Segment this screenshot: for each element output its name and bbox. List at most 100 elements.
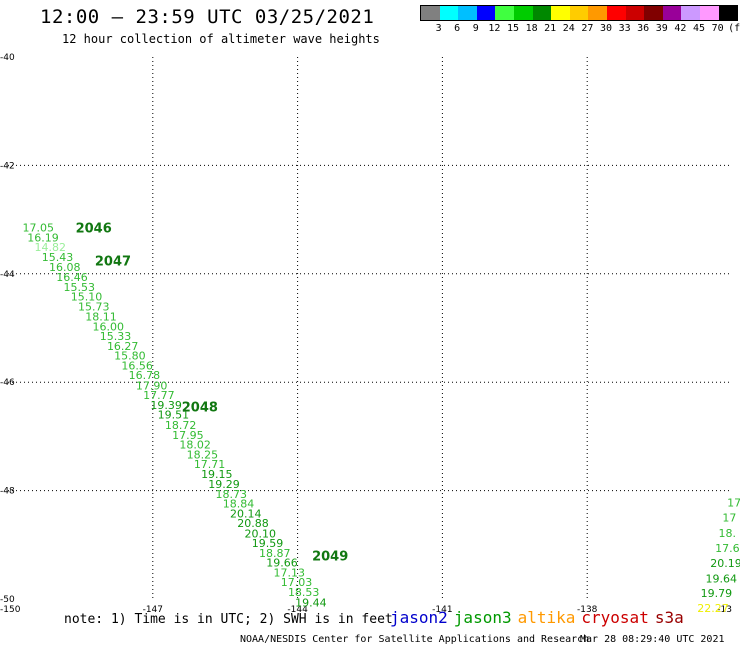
x-tick-label: -13 <box>717 605 732 615</box>
legend-label: 45 <box>692 23 706 34</box>
legend-label: 15 <box>506 23 520 34</box>
legend-swatch <box>644 6 663 20</box>
legend-swatch <box>588 6 607 20</box>
data-point-label: 19.64 <box>705 572 737 585</box>
y-tick-label: -40 <box>0 53 15 63</box>
y-tick-label: -44 <box>0 270 15 280</box>
data-point-label: 19.44 <box>295 596 327 609</box>
data-point-label: 15.80 <box>114 350 146 363</box>
data-point-label: 17.95 <box>172 429 204 442</box>
legend-swatch <box>439 6 459 20</box>
legend-swatch <box>625 6 645 20</box>
x-tick-label: -144 <box>287 605 308 615</box>
legend-label: 30 <box>599 23 613 34</box>
legend-label: 18 <box>525 23 538 34</box>
data-point-label: 17.13 <box>273 566 305 579</box>
generated-timestamp: Mar 28 08:29:40 UTC 2021 <box>580 634 725 645</box>
satellite-legend-item: jason3 <box>453 608 512 627</box>
data-point-label: 19.29 <box>208 478 240 491</box>
satellite-legend-item: cryosat <box>581 608 649 627</box>
x-tick-label: -138 <box>577 605 598 615</box>
legend-swatch <box>476 6 496 20</box>
data-point-label: 19.59 <box>252 537 284 550</box>
legend-swatch <box>495 6 514 20</box>
legend-label: 24 <box>562 23 575 34</box>
legend-label: 21 <box>544 23 557 34</box>
y-tick-label: -46 <box>0 378 15 388</box>
legend-unit: (ft) <box>728 23 740 34</box>
data-point-label: 18.72 <box>165 419 197 432</box>
legend-swatch <box>662 6 682 20</box>
data-point-label: 18.87 <box>259 547 291 560</box>
data-point-label: 16.19 <box>27 231 59 244</box>
legend-swatch <box>551 6 570 20</box>
data-point-label: 15.73 <box>78 300 110 313</box>
satellite-legend-item: altika <box>517 608 576 627</box>
data-point-label: 19.66 <box>266 557 298 570</box>
data-point-label: 16.00 <box>92 320 124 333</box>
satellite-legend: jason2 jason3 altika cryosat s3a <box>390 608 690 627</box>
legend-swatch <box>513 6 533 20</box>
data-point-label: 15.53 <box>64 281 96 294</box>
data-point-label: 16.46 <box>56 271 87 284</box>
data-point-label: 18.84 <box>223 498 255 511</box>
data-point-label: 18.53 <box>288 586 320 599</box>
data-point-label: 17.90 <box>136 379 168 392</box>
data-point-label: 18.11 <box>85 311 117 324</box>
legend-label: 42 <box>674 23 687 34</box>
y-tick-label: -42 <box>0 161 15 171</box>
data-point-label: 17 <box>722 512 736 525</box>
data-point-label: 16.56 <box>121 359 153 372</box>
legend-swatch <box>569 6 589 20</box>
data-point-label: 19.51 <box>158 409 190 422</box>
time-label: 2046 <box>76 222 112 237</box>
data-point-label: 20.88 <box>237 517 269 530</box>
legend-swatch <box>699 6 719 20</box>
data-point-label: 17.05 <box>22 222 54 235</box>
data-point-label: 18.02 <box>179 439 211 452</box>
y-tick-label: -48 <box>0 487 15 497</box>
data-point-label: 18.73 <box>216 488 248 501</box>
footnote: note: 1) Time is in UTC; 2) SWH is in fe… <box>64 612 393 627</box>
data-point-label: 16.27 <box>107 340 138 353</box>
data-point-label: 17.03 <box>281 576 313 589</box>
data-point-label: 15.43 <box>42 251 74 264</box>
data-point-label: 18. <box>718 527 736 540</box>
data-point-label: 16.08 <box>49 261 81 274</box>
legend-label: 27 <box>581 23 594 34</box>
data-point-label: 15.10 <box>71 291 103 304</box>
data-point-label: 20.19 <box>710 557 740 570</box>
y-tick-label: -50 <box>0 595 15 605</box>
data-point-label: 14.82 <box>35 241 66 254</box>
data-point-label: 19.39 <box>150 399 182 412</box>
legend-label: 70 <box>711 23 724 34</box>
data-point-label: 20.10 <box>245 527 276 540</box>
chart-subtitle: 12 hour collection of altimeter wave hei… <box>62 32 380 46</box>
time-label: 2048 <box>182 401 218 416</box>
legend-swatch <box>718 6 738 20</box>
legend-swatch <box>606 6 626 20</box>
data-point-label: 22.27 <box>697 602 729 615</box>
legend-label: 36 <box>637 23 650 34</box>
data-point-label: 19.15 <box>201 468 233 481</box>
data-point-label: 18.25 <box>187 448 219 461</box>
x-tick-label: -150 <box>0 605 21 615</box>
data-point-label: 17.77 <box>143 389 175 402</box>
data-point-label: 17.6 <box>715 542 740 555</box>
legend-swatch <box>458 6 477 20</box>
time-label: 2047 <box>95 254 131 269</box>
legend-swatches <box>420 5 739 21</box>
data-point-label: 20.14 <box>230 507 262 520</box>
legend-label: 3 <box>435 23 442 34</box>
data-point-label: 19.79 <box>701 587 733 600</box>
x-tick-label: -147 <box>143 605 163 615</box>
legend-label: 6 <box>454 23 461 34</box>
legend-label: 12 <box>488 23 501 34</box>
legend-label: 33 <box>618 23 631 34</box>
legend-swatch <box>532 6 552 20</box>
legend-label: 9 <box>472 23 479 34</box>
data-point-label: 17.71 <box>194 458 226 471</box>
